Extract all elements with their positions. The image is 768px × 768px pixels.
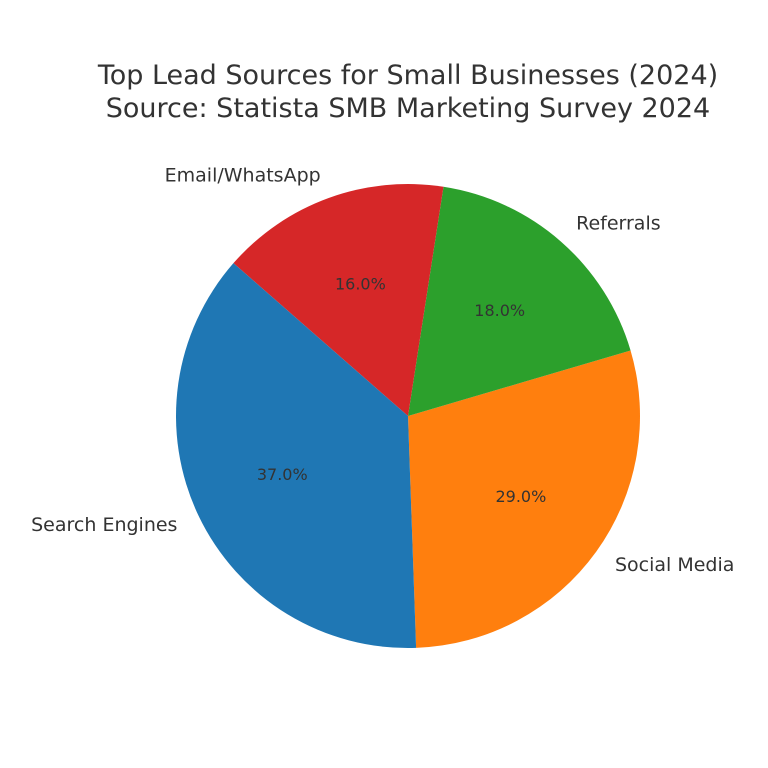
slice-percentage-label: 29.0% bbox=[495, 487, 546, 506]
slice-label: Social Media bbox=[615, 554, 734, 576]
pie-slices bbox=[176, 184, 640, 648]
pie-slice-search-engines bbox=[176, 263, 417, 648]
slice-label: Referrals bbox=[576, 212, 661, 234]
slice-label: Search Engines bbox=[31, 514, 177, 536]
slice-percentage-label: 18.0% bbox=[474, 301, 525, 320]
chart-subtitle: Source: Statista SMB Marketing Survey 20… bbox=[106, 93, 710, 124]
pie-slice-social-media bbox=[408, 350, 640, 648]
chart-title: Top Lead Sources for Small Businesses (2… bbox=[97, 60, 718, 91]
slice-label: Email/WhatsApp bbox=[165, 165, 321, 187]
pie-slice-email-whatsapp bbox=[233, 184, 444, 416]
pie-slice-referrals bbox=[408, 186, 631, 416]
slice-percentage-label: 37.0% bbox=[257, 465, 308, 484]
slice-percentage-label: 16.0% bbox=[335, 275, 386, 294]
pie-labels: Social Media 29.0% Referrals 18.0% Email/Wha… bbox=[31, 165, 734, 576]
